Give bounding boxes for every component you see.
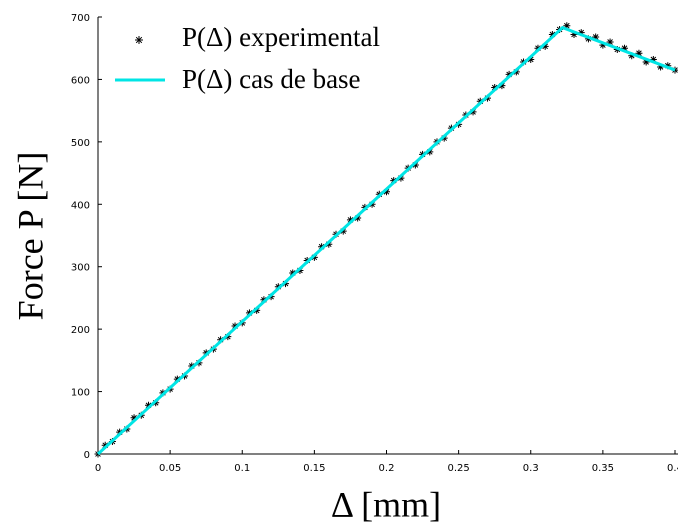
data-point [599, 41, 607, 49]
data-point [577, 29, 585, 37]
x-tick-label: 0.4 [667, 463, 678, 474]
data-point [245, 309, 253, 317]
data-point [130, 414, 138, 422]
y-tick-label: 400 [71, 200, 90, 211]
data-point [671, 66, 678, 74]
data-point [642, 58, 650, 66]
x-tick-label: 0.15 [303, 463, 325, 474]
y-tick-label: 100 [71, 388, 90, 399]
x-tick-label: 0.2 [379, 463, 395, 474]
data-point [657, 63, 665, 71]
y-tick-label: 600 [71, 75, 90, 86]
data-point [411, 161, 419, 169]
y-tick-label: 700 [71, 13, 90, 24]
data-point [101, 441, 109, 449]
data-point [498, 82, 506, 90]
data-point [635, 49, 643, 57]
data-point [397, 174, 405, 182]
x-tick-label: 0.35 [592, 463, 614, 474]
data-point [173, 375, 181, 383]
data-point [289, 269, 297, 277]
data-point [541, 42, 549, 50]
data-point [339, 227, 347, 235]
data-point [548, 30, 556, 38]
legend-label: P(Δ) experimental [182, 22, 380, 52]
y-tick-label: 200 [71, 325, 90, 336]
y-tick-label: 500 [71, 138, 90, 149]
data-point [505, 70, 513, 78]
data-point [383, 188, 390, 196]
data-point [621, 44, 629, 52]
data-point [346, 216, 354, 224]
legend-marker [135, 36, 143, 44]
x-tick-label: 0.1 [234, 463, 250, 474]
data-point [426, 148, 434, 156]
data-point [592, 33, 600, 41]
data-point [570, 30, 578, 38]
legend-label: P(Δ) cas de base [182, 64, 361, 94]
data-point [563, 22, 571, 30]
data-point [253, 306, 261, 314]
x-tick-label: 0.25 [447, 463, 469, 474]
data-point [354, 214, 362, 222]
y-axis-label: Force P [N] [10, 152, 50, 321]
x-tick-label: 0.05 [159, 463, 181, 474]
data-point [144, 401, 152, 409]
data-point [491, 84, 499, 92]
data-point [469, 108, 477, 116]
x-axis-label: Δ [mm] [331, 484, 441, 524]
y-tick-label: 0 [84, 450, 90, 461]
x-tick-label: 0.3 [523, 463, 539, 474]
x-tick-label: 0 [95, 463, 101, 474]
series-line [96, 25, 676, 456]
data-point [231, 322, 239, 330]
data-point [628, 52, 636, 60]
data-point [606, 38, 614, 46]
data-point [664, 62, 672, 70]
y-tick-label: 300 [71, 263, 90, 274]
data-point [325, 240, 333, 248]
data-point [527, 55, 535, 63]
data-point [649, 55, 657, 63]
